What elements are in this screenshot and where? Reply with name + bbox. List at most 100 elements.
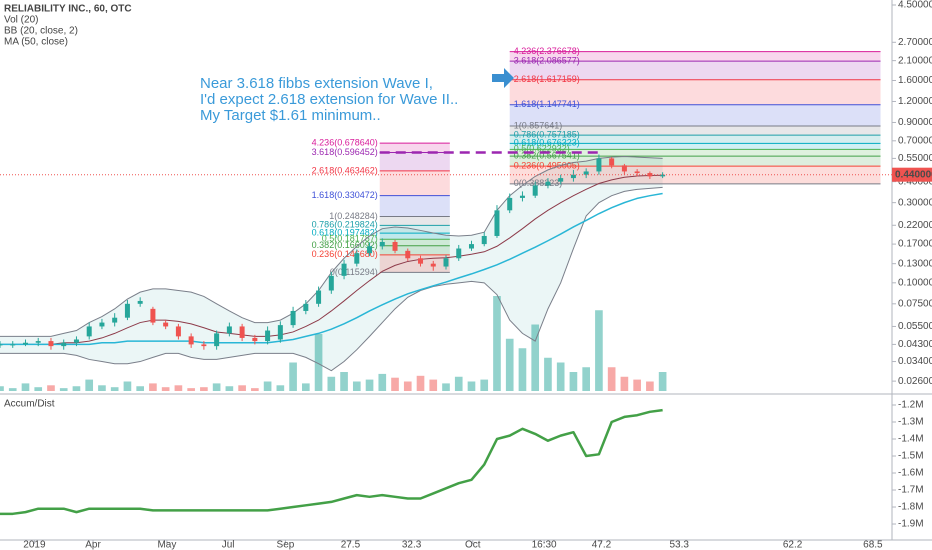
volume-bar [0, 386, 4, 391]
volume-bar [403, 381, 412, 391]
candle-body [290, 310, 296, 326]
candle-body [35, 341, 41, 343]
y-tick-label: -1.6M [898, 468, 924, 479]
volume-bar [47, 385, 55, 391]
fib-label: 0.382(0.567541) [514, 150, 580, 160]
volume-bar [225, 386, 234, 391]
volume-bar [238, 385, 246, 391]
volume-bar [327, 376, 336, 391]
volume-bar [442, 383, 450, 391]
annotation: Near 3.618 fibbs extension Wave I, [200, 75, 433, 92]
candle-body [354, 253, 360, 264]
fib-label: 3.618(2.086577) [514, 55, 580, 65]
y-tick-label: 4.500000 [898, 0, 932, 11]
fib-zone [379, 152, 450, 171]
symbol-title: RELIABILITY INC., 60, OTC [4, 4, 132, 15]
fib-zone [509, 79, 881, 105]
candle-body [10, 344, 16, 346]
candle-body [303, 303, 309, 311]
fib-zone [379, 239, 450, 246]
volume-bar [200, 387, 208, 391]
volume-bar [352, 381, 361, 391]
x-tick-label: 2019 [23, 540, 46, 550]
fib-label: 0.618(0.197482) [312, 228, 378, 238]
volume-bar [531, 324, 540, 391]
volume-bar [416, 375, 425, 391]
candle-body [621, 165, 627, 172]
x-tick-label: 27.5 [341, 540, 361, 550]
volume-bar [21, 383, 30, 391]
candle-body [163, 322, 169, 327]
candle-body [226, 326, 232, 334]
fib-label: 0.236(0.495005) [514, 160, 580, 170]
volume-bar [212, 383, 221, 391]
candle-body [583, 171, 589, 175]
x-tick-label: 16:30 [532, 540, 557, 550]
volume-bar [620, 376, 629, 391]
volume-bar [289, 362, 297, 391]
volume-bar [454, 376, 463, 391]
legend-entry: Vol (20) [4, 15, 38, 26]
candle-body [468, 244, 474, 249]
volume-bar [136, 386, 144, 391]
volume-bar [607, 367, 616, 391]
fib-label: 1.618(0.330472) [312, 190, 378, 200]
fib-zone [509, 61, 881, 80]
fib-label: 2.618(0.463462) [312, 165, 378, 175]
fib-label: 0.786(0.757185) [514, 129, 580, 139]
candle-body [73, 339, 79, 343]
candle-body [137, 300, 143, 304]
fib-label: 0.5(0.622932) [514, 144, 570, 154]
y-tick-label: -1.9M [898, 519, 924, 530]
fib-zone [509, 166, 881, 184]
volume-bar [467, 381, 476, 391]
volume-bar [658, 372, 667, 391]
fib-label: 4.236(0.678640) [312, 137, 378, 147]
candle-body [405, 250, 411, 259]
fib-label: 0.5(0.181787) [322, 234, 378, 244]
candle-body [456, 248, 462, 259]
volume-bar [480, 379, 489, 391]
candle-body [507, 197, 513, 211]
volume-bar [582, 367, 590, 391]
volume-bar [378, 373, 387, 391]
fib-label: 0.786(0.219824) [312, 220, 378, 230]
x-tick-label: May [157, 540, 176, 550]
fib-zone [379, 245, 450, 255]
x-tick-label: 53.3 [669, 540, 689, 550]
volume-bar [314, 334, 323, 391]
volume-bar [505, 338, 514, 391]
volume-bar [493, 296, 501, 391]
y-tick-label: -1.8M [898, 502, 924, 513]
volume-bar [646, 381, 654, 391]
fib-label: 2.618(1.617159) [514, 74, 580, 84]
fib-zone [379, 233, 450, 240]
volume-bar [174, 385, 183, 391]
fib-zone [379, 143, 450, 153]
last-price-label: 0.440000 [895, 169, 932, 180]
candle-body [379, 241, 385, 247]
fib-label: 3.618(0.596452) [312, 147, 378, 157]
volume-bar [595, 310, 603, 391]
volume-bar [85, 379, 94, 391]
candle-body [239, 326, 245, 338]
fib-label: 0(0.115294) [330, 267, 378, 277]
candle-body [328, 275, 334, 291]
fib-label: 1(0.857641) [514, 120, 563, 130]
candle-body [214, 333, 220, 347]
candle-body [570, 174, 576, 179]
candle-body [48, 341, 54, 347]
fib-label: 4.236(2.376678) [514, 46, 580, 56]
volume-bar [365, 379, 374, 391]
volume-bar [569, 372, 578, 391]
volume-bar [633, 379, 641, 391]
candle-body [188, 336, 194, 345]
candle-body [265, 330, 271, 342]
